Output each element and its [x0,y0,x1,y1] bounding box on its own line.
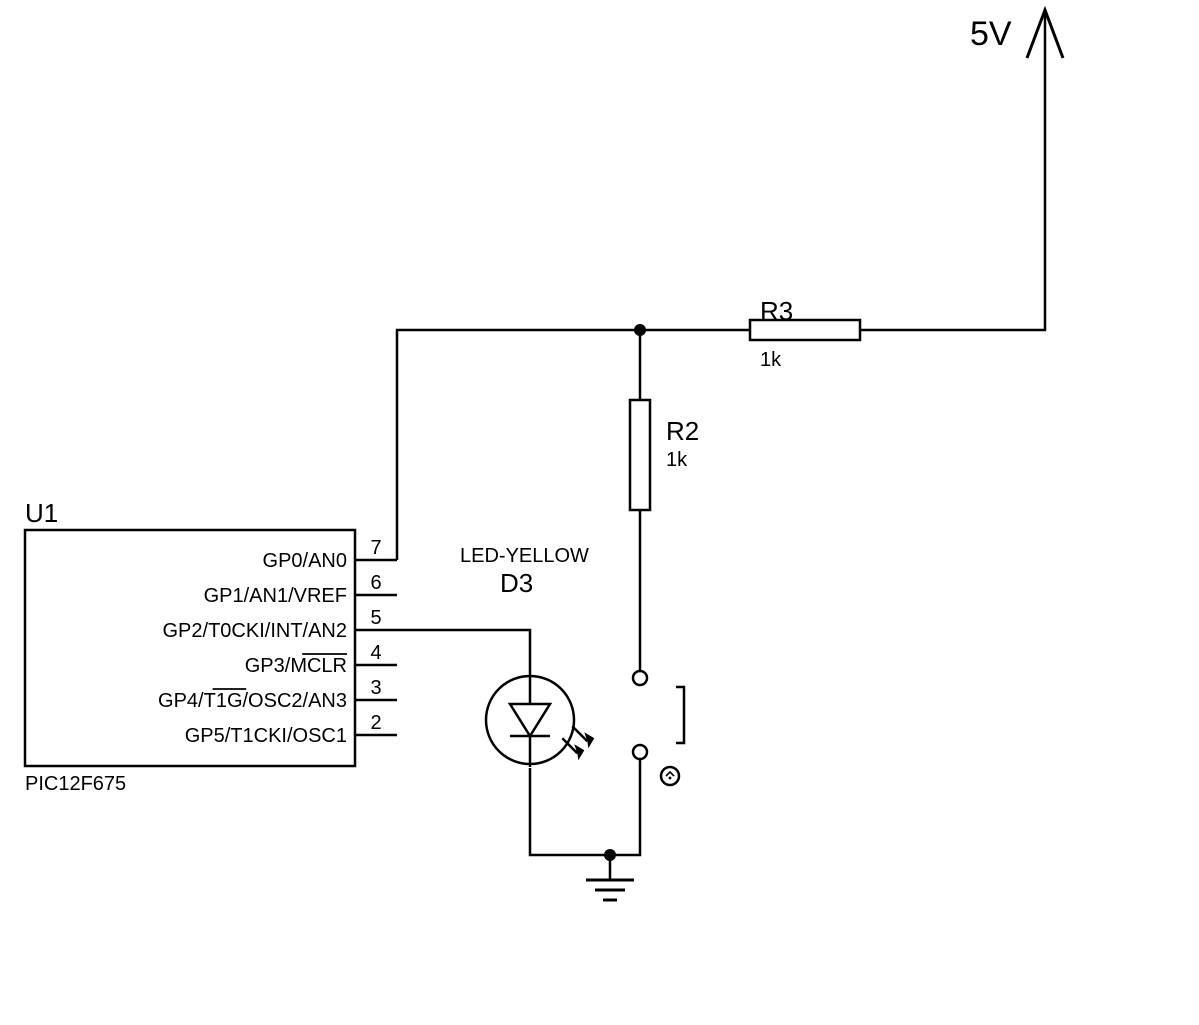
ic-pin-label: GP4/T1G/OSC2/AN3 [158,690,347,712]
ic-pin-label: GP2/T0CKI/INT/AN2 [163,620,348,642]
led-triangle [510,704,550,736]
r3-value: 1k [760,349,782,371]
button-actuator [676,687,684,743]
resistor-r2 [630,400,650,510]
ic-pin-label: GP5/T1CKI/OSC1 [185,725,347,747]
circuit-schematic: 5V U1 PIC12F675 7 GP0/AN0 6 GP1/AN1/VREF 5 GP2/T… [0,0,1199,1025]
r2-value: 1k [666,449,688,471]
power-label: 5V [970,15,1012,53]
wire [397,630,530,673]
ic-pin-number: 2 [370,712,381,734]
ic-pin-label: GP3/MCLR [245,655,347,677]
wire [397,330,640,560]
junction-node [634,324,646,336]
button-terminal [633,671,647,685]
wire [610,760,640,855]
led-type: LED-YELLOW [460,545,589,567]
ic-ref: U1 [25,498,58,528]
r3-ref: R3 [760,296,793,326]
ic-pin-number: 6 [370,572,381,594]
ic-pin-number: 7 [370,537,381,559]
r2-ref: R2 [666,416,699,446]
button-indicator-icon [661,767,679,785]
wire [860,60,1045,330]
ic-pin-number: 3 [370,677,381,699]
ic-pin-label: GP0/AN0 [263,550,347,572]
wire [530,768,610,855]
junction-node [604,849,616,861]
led-ref: D3 [500,568,533,598]
ic-pin-number: 4 [370,642,381,664]
ic-part: PIC12F675 [25,773,126,795]
button-terminal [633,745,647,759]
ic-pin-number: 5 [370,607,381,629]
ic-pin-label: GP1/AN1/VREF [204,585,347,607]
